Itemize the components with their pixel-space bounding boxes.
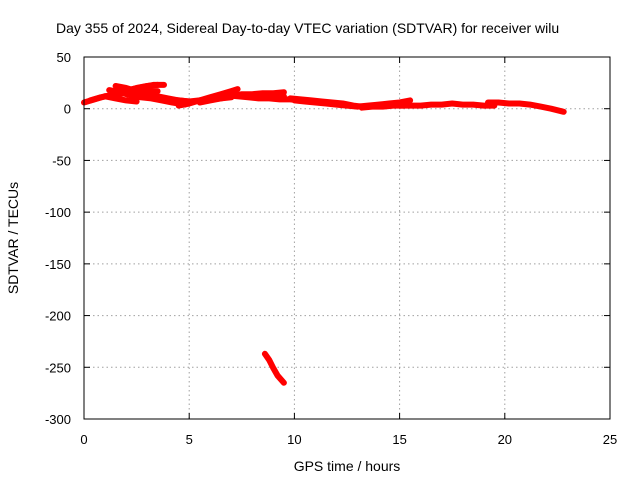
y-tick-label: 0 xyxy=(64,102,71,117)
x-tick-labels: 0 5 10 15 20 25 xyxy=(80,432,617,447)
chart-title: Day 355 of 2024, Sidereal Day-to-day VTE… xyxy=(56,20,559,36)
x-tick-label: 5 xyxy=(186,432,193,447)
x-tick-label: 20 xyxy=(498,432,512,447)
x-tick-label: 25 xyxy=(603,432,617,447)
ticks xyxy=(83,56,611,420)
x-tick-label: 10 xyxy=(287,432,301,447)
x-tick-label: 0 xyxy=(80,432,87,447)
data-trace xyxy=(485,99,567,115)
data-trace xyxy=(175,86,241,109)
data-trace xyxy=(102,93,140,105)
y-tick-label: -150 xyxy=(45,257,71,272)
y-tick-label: -50 xyxy=(52,153,71,168)
y-tick-label: -100 xyxy=(45,205,71,220)
x-tick-label: 15 xyxy=(392,432,406,447)
grid xyxy=(84,57,610,419)
data-trace xyxy=(123,81,161,95)
y-tick-label: -200 xyxy=(45,309,71,324)
data-trace xyxy=(396,100,498,109)
data-trace xyxy=(287,95,365,110)
plot-frame xyxy=(83,56,611,420)
y-tick-labels: 50 0 -50 -100 -150 -200 -250 -300 xyxy=(45,50,71,427)
y-tick-label: -300 xyxy=(45,412,71,427)
y-axis-label: SDTVAR / TECUs xyxy=(5,182,21,294)
data-layer xyxy=(81,81,567,386)
x-axis-label: GPS time / hours xyxy=(294,458,401,474)
data-trace xyxy=(259,92,287,100)
y-tick-label: 50 xyxy=(57,50,71,65)
y-tick-label: -250 xyxy=(45,360,71,375)
data-trace xyxy=(261,350,287,386)
